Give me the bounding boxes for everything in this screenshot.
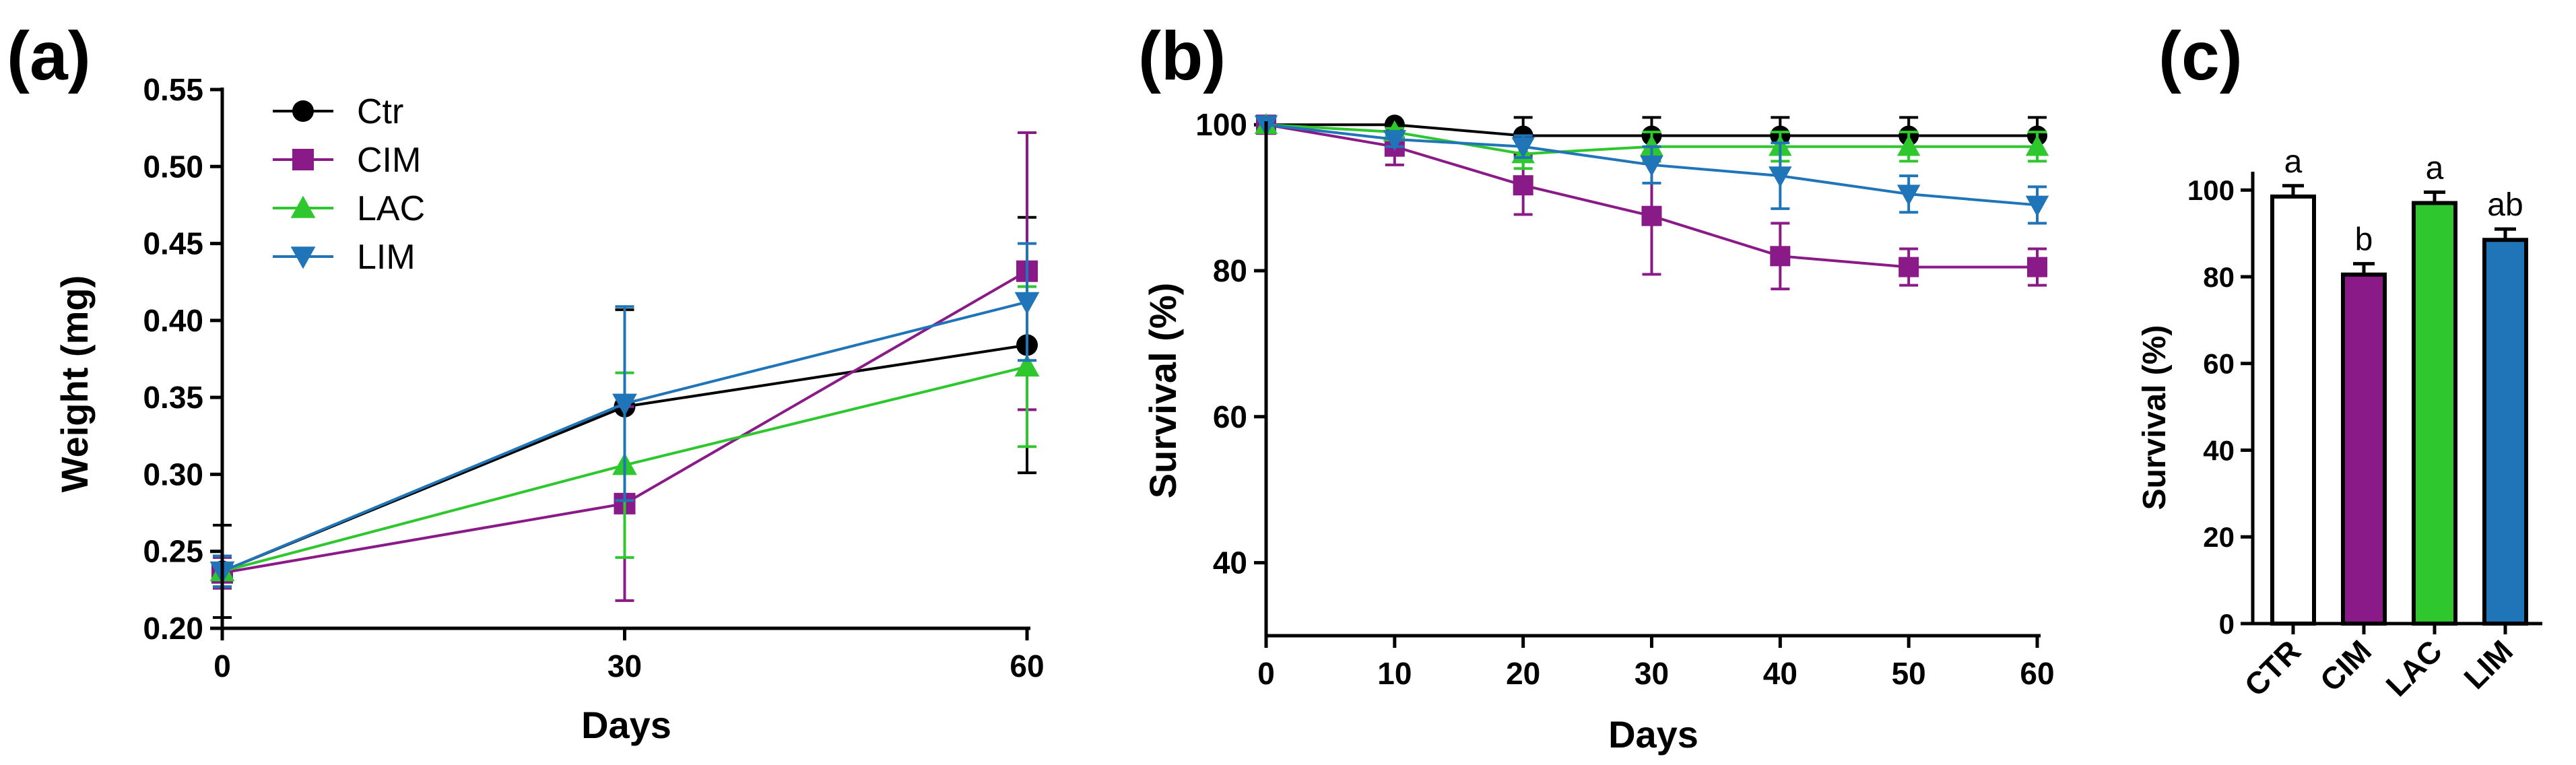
b-point-lac bbox=[1896, 135, 1921, 156]
errorbar-lac bbox=[2424, 190, 2445, 203]
panel-b: (b) Survival (%) Days 40 60 80 100 0 10 20 30 4… bbox=[1138, 18, 2055, 756]
panel-c-y-axis-title: Survival (%) bbox=[2137, 325, 2173, 510]
bar-lac bbox=[2412, 201, 2457, 626]
b-y-tick-label: 60 bbox=[1213, 399, 1247, 434]
bar-cim bbox=[2341, 272, 2387, 626]
b-point-cim bbox=[1641, 205, 1662, 226]
a-x-tick-label: 60 bbox=[1010, 648, 1044, 684]
b-y-tick-label: 80 bbox=[1213, 253, 1247, 288]
legend-item-lim: LIM bbox=[273, 238, 416, 277]
c-x-tick-label: CIM bbox=[2313, 633, 2378, 698]
b-point-cim bbox=[1898, 257, 1919, 277]
panel-c-label: (c) bbox=[2158, 18, 2243, 94]
c-x-tick-label: CTR bbox=[2237, 633, 2307, 703]
a-y-tick-label: 0.35 bbox=[143, 380, 203, 415]
significance-label-lac: a bbox=[2426, 150, 2444, 186]
errorbar-cim bbox=[2353, 262, 2375, 275]
b-point-lim bbox=[1511, 137, 1535, 158]
b-x-tick-label: 10 bbox=[1377, 656, 1412, 691]
a-y-tick-label: 0.40 bbox=[143, 303, 203, 338]
legend-label: LIM bbox=[357, 238, 416, 277]
c-y-tick-label: 0 bbox=[2219, 608, 2235, 640]
b-point-cim bbox=[1513, 175, 1533, 196]
c-y-tick-label: 20 bbox=[2203, 521, 2235, 553]
a-x-tick-label: 0 bbox=[213, 648, 231, 684]
bar-group-cim: b bbox=[2341, 222, 2387, 626]
bar-group-lac: a bbox=[2412, 150, 2457, 626]
c-y-tick-label: 80 bbox=[2203, 261, 2235, 293]
significance-label-ctr: a bbox=[2284, 144, 2303, 180]
a-y-tick-label: 0.55 bbox=[143, 72, 203, 107]
legend-label: Ctr bbox=[357, 92, 403, 131]
errorbar-lim bbox=[2495, 227, 2516, 240]
legend-label: LAC bbox=[357, 189, 425, 228]
a-x-tick-label: 30 bbox=[607, 648, 642, 684]
panel-a-label: (a) bbox=[7, 18, 91, 94]
panel-b-label: (b) bbox=[1138, 18, 1226, 94]
bar-group-lim: ab bbox=[2482, 187, 2528, 626]
b-point-lac bbox=[2025, 135, 2049, 156]
b-point-lim bbox=[1640, 156, 1663, 177]
b-point-lim bbox=[1896, 185, 1921, 206]
significance-label-lim: ab bbox=[2487, 187, 2523, 223]
legend-marker bbox=[292, 149, 314, 170]
b-y-tick-label: 100 bbox=[1195, 107, 1247, 142]
b-point-cim bbox=[1770, 246, 1791, 267]
c-x-tick-label: LAC bbox=[2379, 633, 2449, 703]
b-x-tick-label: 0 bbox=[1257, 656, 1275, 691]
legend-marker bbox=[292, 100, 314, 122]
legend-item-ctr: Ctr bbox=[273, 92, 403, 131]
a-y-tick-label: 0.30 bbox=[143, 457, 203, 492]
bar-group-ctr: a bbox=[2270, 144, 2316, 626]
panel-a-x-axis-title: Days bbox=[581, 704, 671, 746]
a-point-lac bbox=[1014, 354, 1040, 377]
legend-marker bbox=[290, 195, 316, 218]
legend-item-lac: LAC bbox=[273, 189, 425, 228]
b-x-tick-label: 30 bbox=[1634, 656, 1669, 691]
a-y-tick-label: 0.45 bbox=[143, 226, 203, 261]
a-point-lim bbox=[1014, 292, 1040, 314]
panel-a: (a) Weight (mg) Days 0.20 0.25 0.30 0.35 0.4… bbox=[7, 18, 1045, 746]
a-y-tick-label: 0.25 bbox=[143, 534, 203, 569]
b-x-tick-label: 60 bbox=[2020, 656, 2054, 691]
bar-ctr bbox=[2270, 194, 2316, 626]
b-series-lim bbox=[1254, 115, 2049, 225]
c-y-tick-label: 40 bbox=[2203, 434, 2235, 466]
a-y-tick-label: 0.50 bbox=[143, 149, 203, 184]
b-point-lim bbox=[2025, 195, 2049, 217]
significance-label-cim: b bbox=[2355, 222, 2373, 258]
b-point-lim bbox=[1383, 130, 1407, 152]
b-y-tick-label: 40 bbox=[1213, 545, 1247, 580]
panel-b-x-axis-title: Days bbox=[1608, 713, 1698, 756]
legend-label: CIM bbox=[357, 141, 421, 180]
c-y-tick-label: 60 bbox=[2203, 348, 2235, 380]
b-point-lim bbox=[1769, 166, 1792, 188]
c-y-tick-label: 100 bbox=[2187, 174, 2235, 206]
errorbar-ctr bbox=[2282, 184, 2304, 197]
b-x-tick-label: 50 bbox=[1892, 656, 1926, 691]
panel-a-y-axis-title: Weight (mg) bbox=[53, 275, 96, 492]
panel-a-legend: Ctr CIM LAC LIM bbox=[273, 92, 425, 277]
b-x-tick-label: 20 bbox=[1506, 656, 1540, 691]
b-x-tick-label: 40 bbox=[1763, 656, 1797, 691]
c-x-tick-label: LIM bbox=[2457, 633, 2519, 696]
a-y-tick-label: 0.20 bbox=[143, 611, 203, 646]
bar-lim bbox=[2482, 238, 2528, 626]
a-point-lim bbox=[612, 393, 637, 416]
panel-b-y-axis-title: Survival (%) bbox=[1142, 283, 1184, 499]
b-point-cim bbox=[2027, 257, 2047, 277]
legend-item-cim: CIM bbox=[273, 141, 421, 180]
legend-marker bbox=[290, 246, 316, 269]
